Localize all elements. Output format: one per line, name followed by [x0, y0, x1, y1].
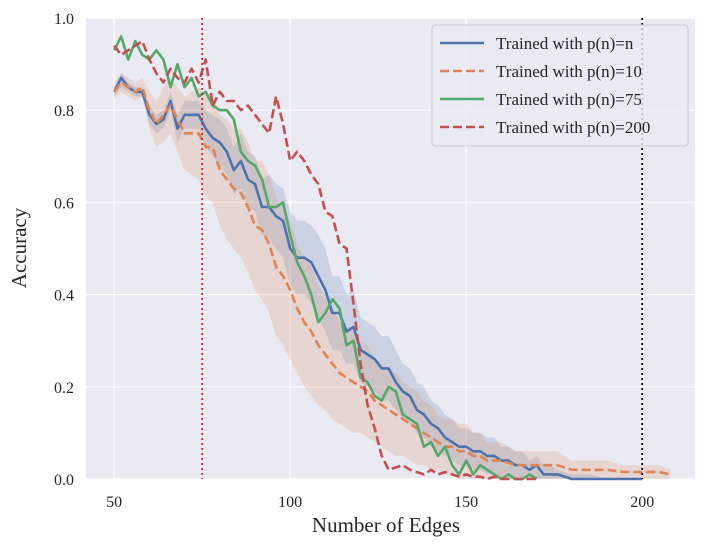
y-tick-label: 0.8	[54, 103, 74, 120]
x-tick-label: 50	[106, 494, 122, 511]
series-line-trained-with-p-n-75	[113, 35, 538, 481]
x-tick-label: 200	[630, 494, 654, 511]
x-tick-label: 100	[278, 494, 302, 511]
x-axis-title: Number of Edges	[312, 513, 460, 537]
band-trained-with-p-n-10	[114, 73, 671, 480]
legend-label-10: Trained with p(n)=10	[496, 62, 642, 81]
y-tick-label: 0.0	[54, 472, 74, 489]
series-line-trained-with-p-n-10	[113, 81, 671, 476]
x-tick-label: 150	[454, 494, 478, 511]
legend-box	[431, 24, 689, 147]
y-tick-labels: 0.0 0.2 0.4 0.6 0.8 1.0	[54, 11, 74, 489]
y-axis-title: Accuracy	[7, 207, 31, 288]
legend-label-n: Trained with p(n)=n	[496, 34, 634, 53]
legend-label-200: Trained with p(n)=200	[496, 118, 650, 137]
series-lines	[113, 35, 671, 481]
legend: Trained with p(n)=n Trained with p(n)=10…	[431, 24, 689, 147]
legend-label-75: Trained with p(n)=75	[496, 90, 642, 109]
y-tick-label: 0.2	[54, 380, 74, 397]
y-tick-label: 0.6	[54, 195, 74, 212]
y-tick-label: 1.0	[54, 11, 74, 28]
x-tick-labels: 50 100 150 200	[106, 494, 654, 511]
y-tick-label: 0.4	[54, 288, 74, 305]
series-line-trained-with-p-n-200	[113, 39, 537, 481]
